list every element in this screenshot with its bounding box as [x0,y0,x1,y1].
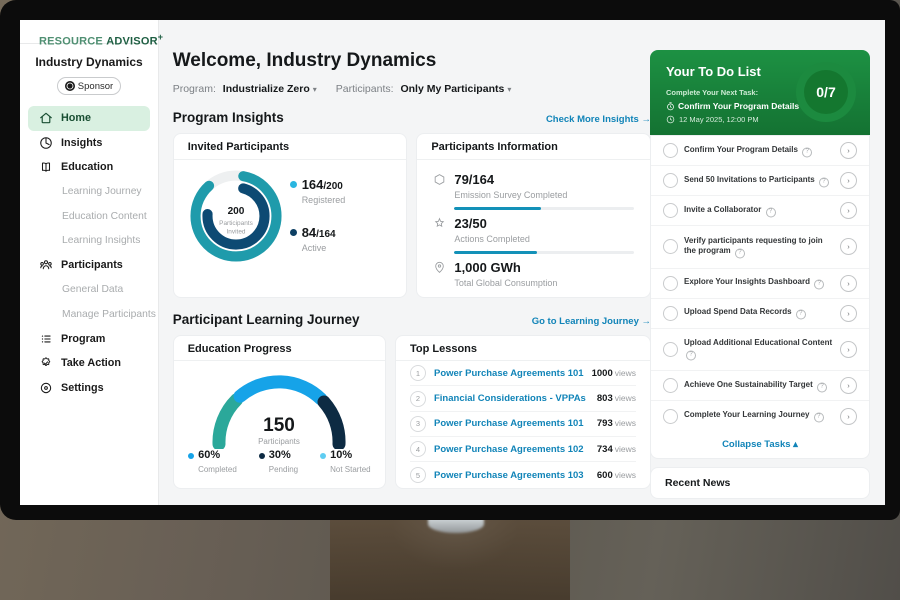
svg-text:Participants: Participants [219,220,253,227]
svg-text:Invited: Invited [226,228,245,235]
svg-text:Participants: Participants [258,437,300,446]
svg-text:150: 150 [263,415,295,436]
svg-text:200: 200 [227,206,244,217]
